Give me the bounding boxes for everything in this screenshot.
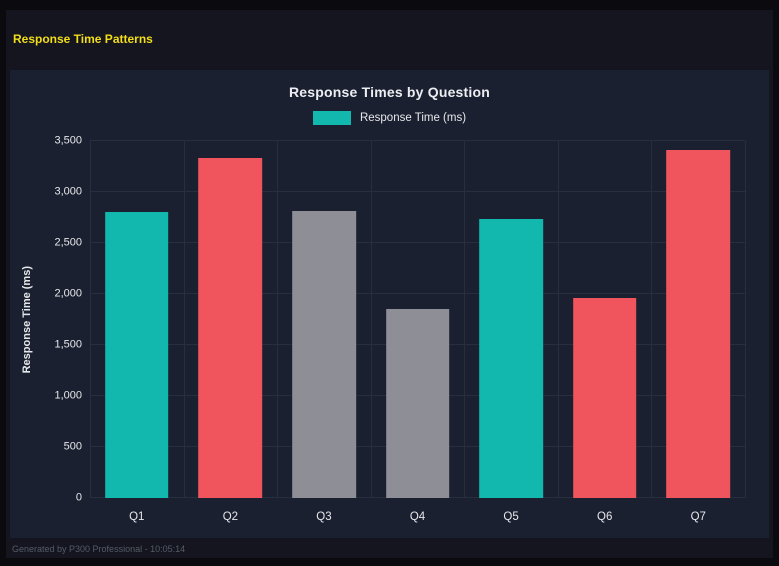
y-tick-label: 3,000: [54, 185, 82, 198]
v-gridline: [745, 141, 746, 498]
chart-body: Response Time (ms) 0 500 1,000 1,500 2,000 2,…: [10, 135, 769, 532]
y-tick-label: 1,500: [54, 338, 82, 351]
y-tick-label: 0: [75, 491, 82, 504]
v-gridline: [183, 141, 185, 498]
v-gridline: [464, 141, 466, 498]
x-tick-label: Q7: [690, 511, 706, 523]
page: Response Time Patterns Response Times by…: [6, 10, 773, 558]
x-tick-label: Q3: [316, 511, 332, 523]
v-gridline: [651, 141, 653, 498]
h-gridline: [90, 293, 745, 294]
y-ticks: 0 500 1,000 1,500 2,000 2,500 3,000 3,500: [42, 135, 90, 503]
plot-area: [90, 140, 746, 498]
v-gridline: [370, 141, 372, 498]
bar-q4: [385, 309, 450, 498]
bar-q7: [666, 150, 731, 498]
plot-col: Q1 Q2 Q3 Q4 Q5 Q6 Q7: [90, 140, 746, 532]
page-title: Response Time Patterns: [13, 32, 153, 46]
v-gridline: [557, 141, 559, 498]
y-tick-label: 3,500: [54, 134, 82, 147]
chart-legend: Response Time (ms): [10, 110, 769, 125]
y-tick-label: 1,000: [54, 389, 82, 402]
h-gridline: [90, 242, 745, 243]
y-tick-label: 2,500: [54, 236, 82, 249]
bar-q3: [292, 211, 356, 498]
y-axis-label-col: Response Time (ms): [12, 141, 42, 498]
chart-title: Response Times by Question: [289, 84, 490, 100]
x-tick-label: Q1: [129, 511, 145, 523]
h-gridline: [90, 191, 745, 192]
y-axis-label: Response Time (ms): [21, 265, 33, 374]
x-tick-label: Q4: [409, 511, 426, 523]
legend-label: Response Time (ms): [359, 111, 467, 124]
footer-text: Generated by P300 Professional - 10:05:1…: [12, 544, 186, 554]
x-labels: Q1 Q2 Q3 Q4 Q5 Q6 Q7: [90, 498, 745, 532]
bar-q5: [479, 218, 543, 498]
v-gridline: [90, 141, 91, 498]
bar-q2: [198, 158, 263, 498]
x-tick-label: Q6: [597, 511, 613, 523]
legend-swatch: [312, 110, 351, 125]
y-tick-label: 2,000: [54, 287, 82, 300]
bar-q1: [104, 212, 169, 498]
y-tick-label: 500: [63, 440, 82, 453]
chart-panel: Response Times by Question Response Time…: [10, 70, 769, 538]
h-gridline: [90, 140, 745, 141]
x-tick-label: Q2: [222, 511, 239, 523]
x-tick-label: Q5: [503, 511, 519, 523]
bar-q6: [572, 298, 637, 498]
v-gridline: [277, 141, 279, 498]
